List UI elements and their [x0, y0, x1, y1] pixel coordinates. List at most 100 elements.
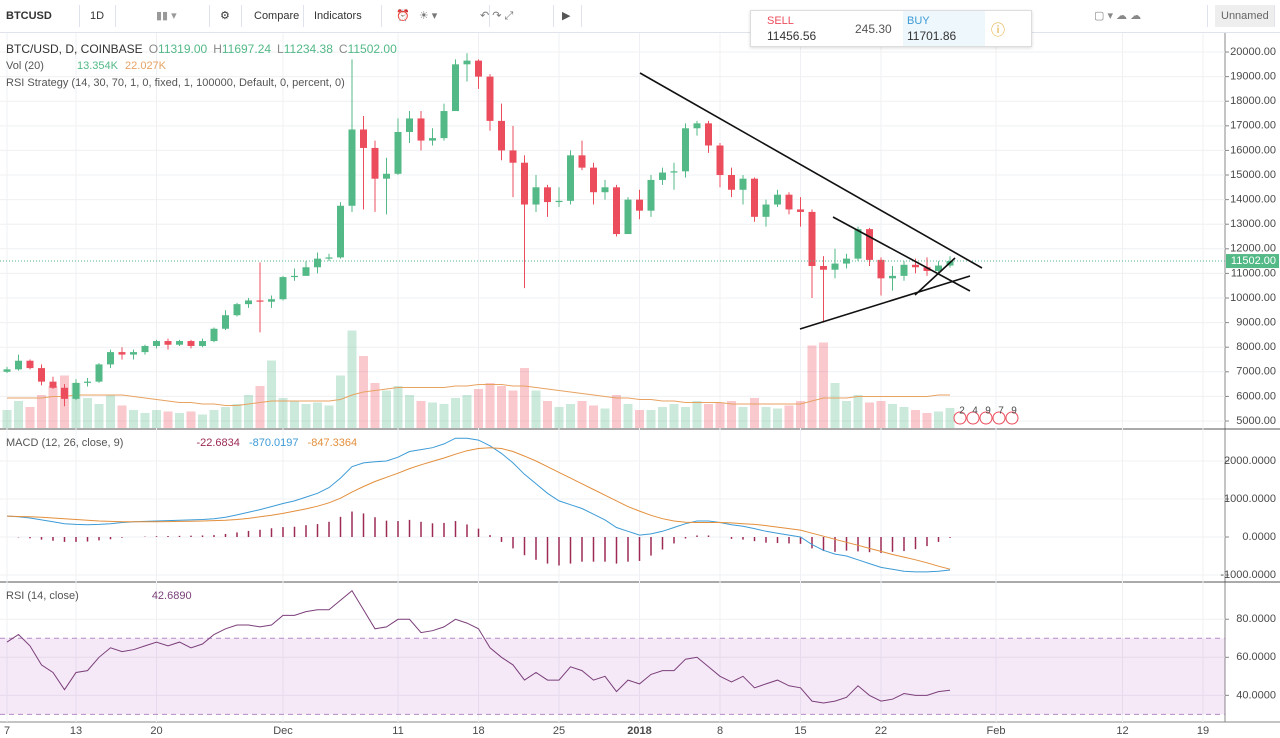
ohlc-value: 11697.24 — [221, 42, 272, 56]
volume-bar — [531, 390, 541, 428]
candle-body — [590, 167, 597, 193]
candle-body — [302, 267, 310, 276]
buy-label[interactable]: BUY — [907, 15, 930, 27]
layout-name[interactable]: Unnamed — [1215, 5, 1275, 27]
candle-body — [900, 264, 908, 276]
trend-line — [639, 72, 983, 269]
y-tick-label: 9000.00 — [1236, 317, 1276, 329]
candle-body — [164, 341, 172, 345]
candle-body — [762, 204, 770, 217]
candle-body — [498, 120, 505, 151]
volume-bar — [853, 395, 863, 428]
undo-redo[interactable]: ↶ ↷ ⤢ — [474, 5, 554, 27]
buy-price[interactable]: 11701.86 — [907, 29, 957, 43]
layout-tools[interactable]: ▢ ▾ ☁ ☁ — [1088, 5, 1208, 27]
volume-bar — [646, 410, 656, 428]
volume-bar — [899, 407, 909, 428]
volume-bar — [600, 408, 610, 428]
volume-bar — [175, 413, 184, 428]
y-tick-label: 40.0000 — [1236, 689, 1276, 701]
candle-body — [705, 123, 712, 146]
candle-body — [774, 194, 781, 205]
trend-line — [832, 216, 971, 292]
volume-bar — [612, 395, 621, 428]
candle-body — [613, 187, 620, 235]
info-icon[interactable]: ⓘ — [991, 22, 1005, 38]
symbol[interactable]: BTCUSD — [0, 5, 80, 27]
volume-bar — [566, 404, 575, 428]
y-tick-label: 12000.00 — [1230, 243, 1276, 255]
volume-bar — [347, 330, 357, 428]
candle-body — [199, 341, 206, 346]
y-tick-label: 18000.00 — [1230, 95, 1276, 107]
candle-body — [578, 155, 586, 168]
candle-body — [15, 360, 22, 370]
volume-bar — [301, 404, 311, 428]
sell-label[interactable]: SELL — [767, 15, 794, 27]
volume-bar — [934, 411, 943, 428]
volume-bar — [451, 398, 460, 428]
rsi-legend: RSI (14, close) 42.6890 — [6, 590, 192, 602]
sell-price[interactable]: 11456.56 — [767, 29, 817, 43]
candle-body — [624, 199, 632, 235]
candle-body — [854, 229, 862, 259]
macd-line — [6, 437, 951, 573]
indicators[interactable]: Indicators — [308, 5, 382, 27]
candle-body — [912, 264, 919, 268]
candle-body — [141, 345, 149, 353]
y-tick-label: 6000.00 — [1236, 390, 1276, 402]
volume-bar — [117, 405, 127, 428]
trend-line — [914, 257, 956, 296]
volume-bar — [750, 398, 759, 428]
interval[interactable]: 1D — [84, 5, 116, 27]
trade-panel: SELL 11456.56 245.30 BUY 11701.86 ⓘ — [750, 10, 1032, 47]
compare[interactable]: Compare — [248, 5, 304, 27]
replay[interactable]: ▶ — [556, 5, 582, 27]
candle-body — [647, 179, 655, 211]
candle-body — [417, 118, 425, 141]
volume-bar — [796, 401, 805, 428]
volume-bar — [313, 402, 322, 428]
y-tick-label: -1000.0000 — [1220, 569, 1276, 581]
candle-body — [187, 341, 195, 346]
candle-body — [555, 200, 563, 203]
candle-body — [95, 364, 103, 382]
rsi-band — [0, 638, 1225, 715]
volume-bar — [577, 401, 587, 428]
macd-title: MACD (12, 26, close, 9) — [6, 437, 124, 449]
volume-bar — [336, 375, 345, 428]
volume-bar — [865, 402, 874, 428]
y-tick-label: 60.0000 — [1236, 651, 1276, 663]
macd-value: -870.0197 — [248, 437, 299, 449]
volume-bar — [842, 401, 851, 428]
volume-bar — [715, 402, 725, 428]
trend-line — [799, 275, 971, 330]
candle-body — [245, 300, 252, 305]
volume-bar — [83, 398, 92, 428]
volume-bar — [140, 413, 150, 428]
volume-bar — [278, 398, 288, 428]
volume-bar — [658, 407, 667, 428]
strategy-marker — [953, 411, 967, 425]
candle-body — [544, 187, 551, 203]
candle-body — [84, 381, 91, 383]
tools[interactable]: ⏰ ☀ ▾ — [390, 5, 490, 27]
candle-body — [601, 187, 609, 193]
volume-bar — [830, 383, 840, 428]
y-tick-label: 13000.00 — [1230, 218, 1276, 230]
series-title: BTC/USD, D, COINBASE — [6, 42, 143, 56]
volume-bar — [48, 386, 58, 428]
ohlc-key: L — [277, 42, 284, 56]
candle-body — [693, 123, 701, 129]
volume-bar — [163, 411, 173, 428]
settings[interactable]: ⚙ — [214, 5, 242, 27]
volume-bar — [152, 410, 161, 428]
volume-bar — [370, 383, 380, 428]
candle-body — [808, 211, 816, 267]
candle-body — [751, 178, 758, 217]
candle-body — [440, 111, 448, 139]
chart-style[interactable]: ▮▮ ▾ — [150, 5, 210, 27]
candle-body — [371, 147, 379, 179]
volume-bar — [37, 395, 46, 428]
y-tick-label: 15000.00 — [1230, 169, 1276, 181]
